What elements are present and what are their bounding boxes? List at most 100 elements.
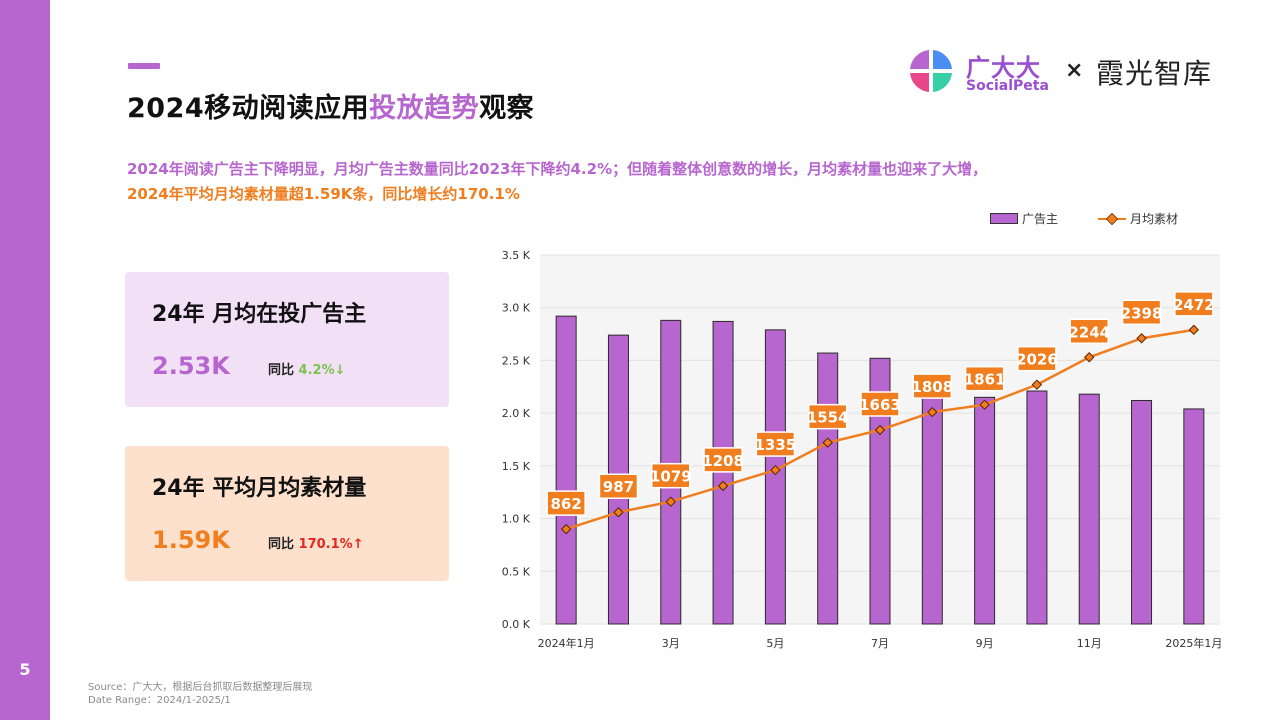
data-label-box: [807, 403, 848, 430]
line-point: [874, 424, 886, 436]
data-label-box: [598, 473, 639, 499]
bar-advertisers: [712, 320, 734, 625]
partner-name: 霞光智库: [1096, 57, 1213, 90]
data-label: 1808: [911, 378, 953, 396]
line-point: [613, 507, 624, 518]
bar-advertisers: [921, 393, 943, 625]
bar-advertisers: [1131, 399, 1153, 625]
data-label-box: [1174, 291, 1214, 317]
line-point: [979, 399, 990, 410]
y-tick-label: 3.0 K: [502, 302, 531, 315]
x-tick-label: 2024年1月: [538, 636, 595, 650]
source-note: Source：广大大，根据后台抓取后数据整理后展现 Date Range：202…: [88, 681, 312, 707]
bar-advertisers: [1183, 408, 1205, 625]
y-tick-label: 2.5 K: [502, 354, 531, 367]
bar-advertisers: [869, 357, 891, 625]
kpi-card-creatives: 24年 平均月均素材量 1.59K 同比 170.1%↑: [125, 446, 449, 581]
line-point: [665, 496, 676, 507]
legend-item-creatives: 月均素材: [1098, 210, 1178, 227]
data-label-box: [860, 391, 900, 417]
kpi-card-advertisers: 24年 月均在投广告主 2.53K 同比 4.2%↓: [125, 272, 449, 407]
y-tick-label: 1.0 K: [502, 513, 531, 526]
data-label-box: [964, 365, 1005, 392]
trend-chart: 0.0 K 0.5 K 1.0 K 1.5 K 2.0 K 2.5 K 3.0 K 3.5 K…: [502, 249, 1223, 650]
yoy-label: 同比: [268, 537, 295, 552]
line-point: [560, 523, 572, 535]
line-point: [1136, 333, 1147, 344]
bar-advertisers: [817, 352, 839, 625]
yoy-value: 170.1%↑: [298, 537, 364, 552]
socialpeta-logo-icon: [910, 50, 952, 92]
title-highlight: 投放趋势: [369, 93, 480, 124]
bar-advertisers: [1078, 393, 1100, 625]
data-label: 2472: [1173, 296, 1215, 314]
line-point: [770, 464, 781, 476]
yoy-value: 4.2%↓: [298, 363, 346, 378]
line-point: [1188, 324, 1200, 336]
data-label-box: [546, 490, 586, 516]
kpi-card-title: 24年 月均在投广告主: [152, 302, 367, 327]
y-tick-label: 2.0 K: [502, 407, 531, 420]
line-point: [822, 437, 833, 448]
y-tick-label: 0.0 K: [502, 618, 531, 631]
data-label: 2398: [1121, 304, 1163, 322]
title-accent-dash: [128, 63, 160, 69]
kpi-card-title: 24年 平均月均素材量: [152, 476, 367, 501]
data-label: 2026: [1016, 351, 1058, 369]
brand-name-cn: 广大大: [966, 54, 1041, 82]
legend-label: 广告主: [1022, 212, 1059, 226]
data-label-box: [912, 373, 953, 399]
y-tick-label: 3.5 K: [502, 249, 531, 262]
date-range-line: Date Range：2024/1-2025/1: [88, 695, 231, 706]
brand-header: 广大大 SocialPeta × 霞光智库: [908, 46, 1238, 96]
side-accent-bar: [0, 0, 50, 720]
brand-name-en: SocialPeta: [966, 78, 1049, 94]
source-line: Source：广大大，根据后台抓取后数据整理后展现: [88, 682, 313, 693]
x-tick-label: 5月: [766, 637, 784, 650]
line-point: [1084, 352, 1095, 363]
bar-advertisers: [974, 396, 996, 625]
line-point: [1031, 379, 1043, 390]
legend-line-swatch: [1098, 212, 1126, 225]
page-title: 2024移动阅读应用投放趋势观察: [127, 86, 534, 125]
data-label-box: [1069, 318, 1109, 345]
legend-bar-swatch: [990, 213, 1018, 224]
line-point: [717, 480, 729, 492]
y-tick-label: 0.5 K: [502, 565, 531, 578]
subtitle-line-1: 2024年阅读广告主下降明显，月均广告主数量同比2023年下降约4.2%；但随着…: [127, 160, 988, 178]
x-tick-label: 11月: [1077, 637, 1102, 650]
data-label: 1335: [755, 436, 797, 454]
subtitle-line-2: 2024年平均月均素材量超1.59K条，同比增长约170.1%: [127, 185, 520, 203]
data-label: 1554: [807, 409, 849, 427]
x-tick-label: 9月: [976, 637, 994, 650]
x-tick-label: 7月: [871, 637, 889, 650]
data-label: 2244: [1068, 323, 1110, 341]
y-tick-label: 1.5 K: [502, 460, 531, 473]
kpi-card-yoy: 同比 170.1%↑: [268, 533, 364, 552]
bar-advertisers: [764, 329, 786, 625]
line-point: [927, 406, 938, 418]
bar-advertisers: [1026, 390, 1048, 625]
page-number: 5: [19, 660, 31, 679]
data-label-box: [703, 447, 743, 473]
kpi-card-value: 1.59K: [152, 526, 230, 554]
kpi-card-yoy: 同比 4.2%↓: [268, 359, 346, 378]
data-label: 862: [550, 495, 581, 513]
data-label-box: [651, 462, 691, 489]
data-label: 1663: [859, 396, 901, 414]
data-label: 1861: [964, 371, 1006, 389]
brand-separator: ×: [1065, 58, 1084, 83]
data-label: 987: [603, 478, 634, 496]
legend-item-advertisers: 广告主: [990, 210, 1058, 227]
title-suffix: 观察: [479, 93, 535, 124]
legend-label: 月均素材: [1130, 212, 1179, 226]
x-tick-label: 2025年1月: [1165, 636, 1222, 650]
x-tick-label: 3月: [662, 637, 680, 650]
data-label-box: [1017, 345, 1057, 372]
yoy-label: 同比: [268, 363, 295, 378]
data-label: 1079: [650, 468, 692, 486]
bar-advertisers: [555, 315, 577, 625]
data-label: 1208: [702, 452, 744, 470]
kpi-card-value: 2.53K: [152, 352, 230, 380]
title-prefix: 2024移动阅读应用: [127, 93, 370, 124]
